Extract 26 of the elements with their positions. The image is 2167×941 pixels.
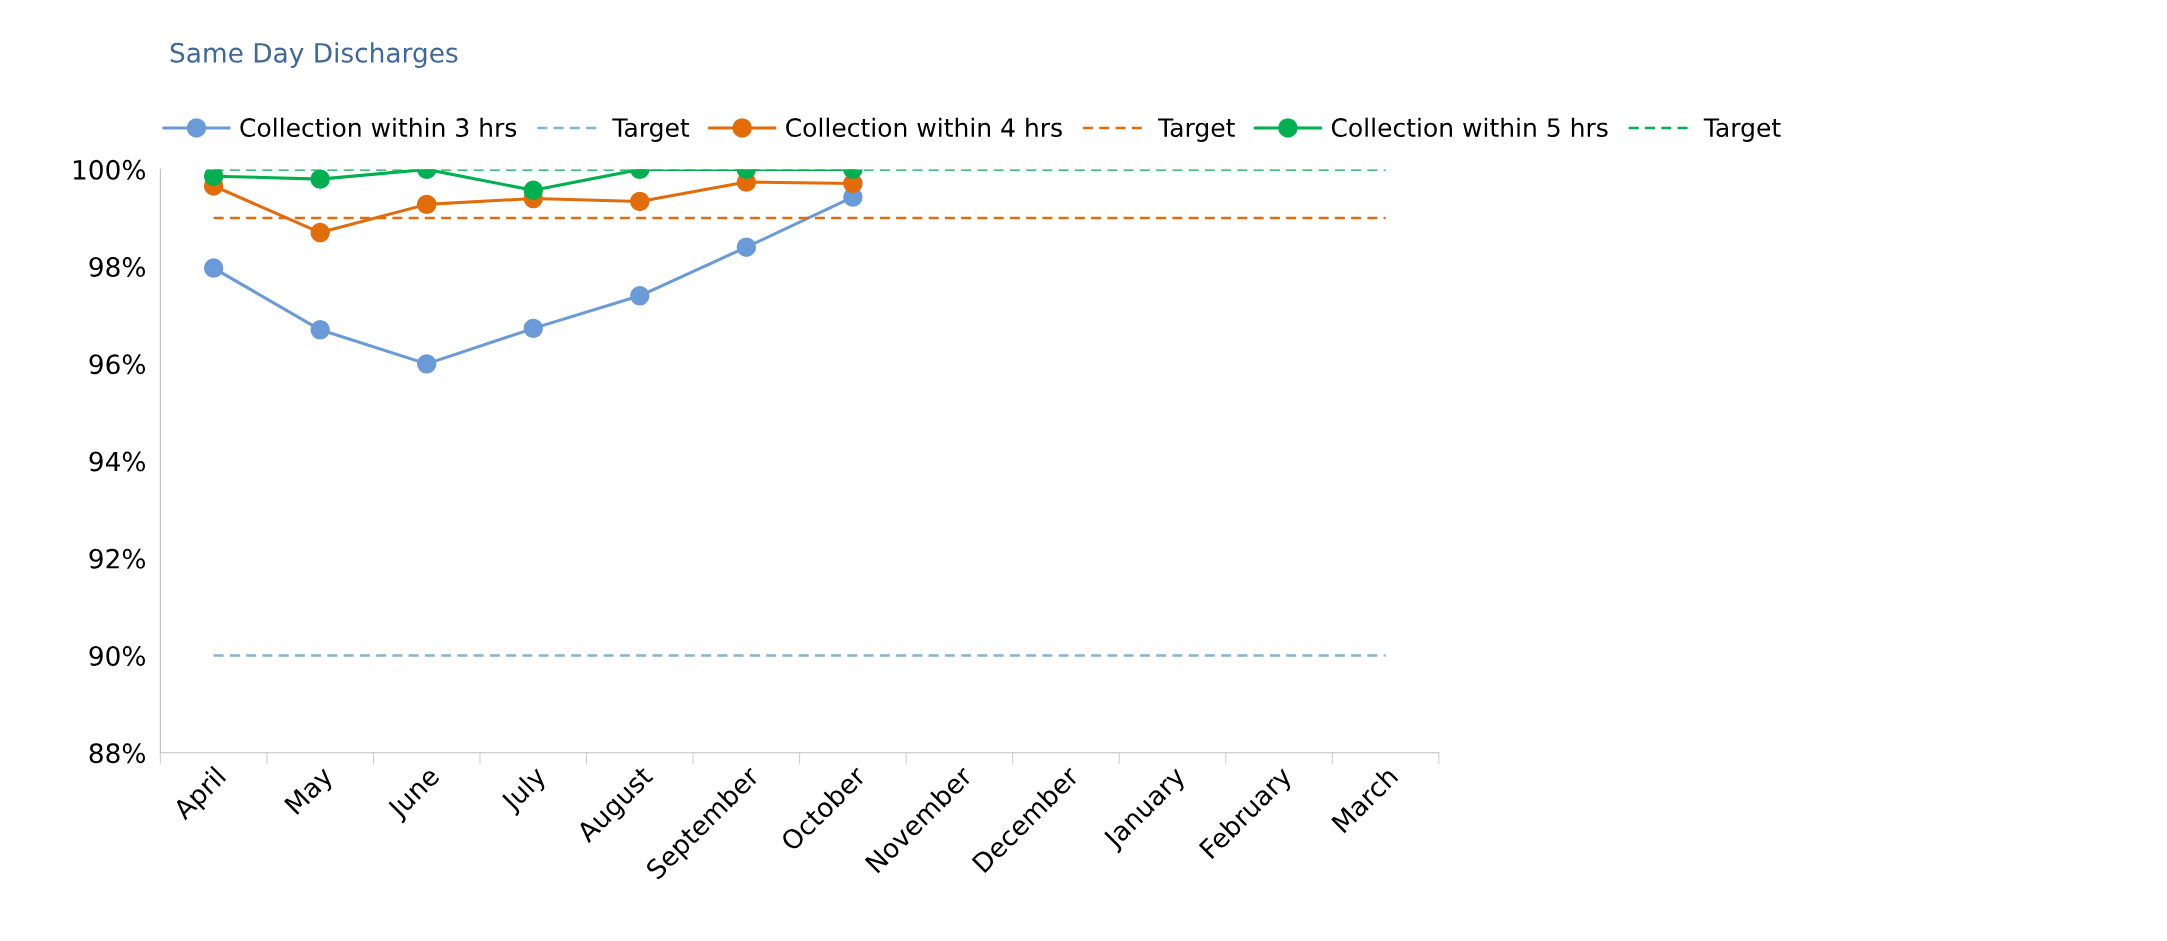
point <box>416 194 437 215</box>
point <box>310 222 330 243</box>
point <box>203 169 224 186</box>
y-tick-label: 88% <box>89 743 146 764</box>
point <box>630 286 650 306</box>
y-tick-label: 92% <box>89 548 146 569</box>
point <box>310 169 330 189</box>
point <box>523 318 543 339</box>
legend-label: Collection within 4 hrs <box>786 117 1062 138</box>
legend-label: Target <box>612 118 690 142</box>
y-tick-label: 98% <box>89 257 146 278</box>
legend-label: Target <box>1703 118 1781 142</box>
legend-label: Target <box>1157 118 1235 142</box>
y-tick-label: 100% <box>73 159 146 180</box>
legend-label: Collection within 3 hrs <box>240 117 517 138</box>
point <box>203 258 224 278</box>
y-tick-label: 94% <box>89 451 146 472</box>
point <box>310 320 330 340</box>
y-tick-label: 90% <box>89 646 146 666</box>
point <box>523 180 543 201</box>
y-tick-label: 96% <box>89 354 146 375</box>
legend-label: Collection within 5 hrs <box>1331 117 1608 138</box>
chart-title: Same Day Discharges <box>170 42 458 68</box>
point <box>630 191 650 212</box>
point <box>736 237 757 257</box>
point <box>416 354 437 374</box>
